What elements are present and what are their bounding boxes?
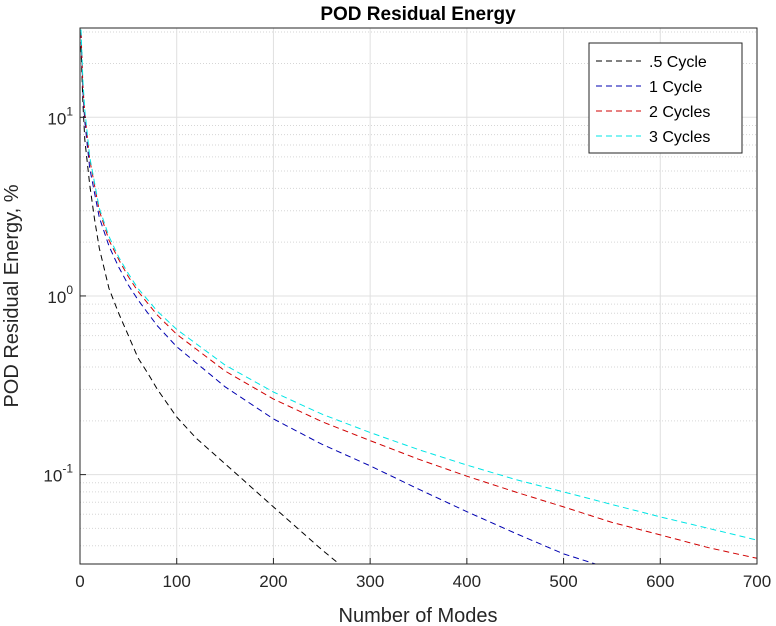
x-tick-label: 700 — [743, 572, 771, 591]
x-tick-label: 600 — [646, 572, 674, 591]
legend-label-1: .5 Cycle — [649, 54, 707, 71]
x-axis-ticks: 0 100 200 300 400 500 600 700 — [75, 558, 771, 591]
chart-title: POD Residual Energy — [320, 4, 516, 25]
x-tick-label: 400 — [453, 572, 481, 591]
y-tick-label: 101 — [47, 104, 73, 128]
x-tick-label: 200 — [259, 572, 287, 591]
legend-label-3: 2 Cycles — [649, 104, 710, 121]
x-tick-label: 300 — [356, 572, 384, 591]
y-tick-label: 10-1 — [43, 462, 73, 486]
y-axis-label: POD Residual Energy, % — [1, 184, 23, 407]
legend-label-2: 1 Cycle — [649, 79, 702, 96]
y-tick-label: 100 — [47, 283, 73, 307]
y-axis-ticks: 10-1 100 101 — [43, 104, 86, 486]
x-tick-label: 500 — [549, 572, 577, 591]
legend: .5 Cycle 1 Cycle 2 Cycles 3 Cycles — [588, 42, 743, 154]
legend-label-4: 3 Cycles — [649, 129, 710, 146]
series-lines — [80, 29, 758, 565]
series-line-4 — [80, 29, 758, 541]
x-tick-label: 100 — [163, 572, 191, 591]
x-tick-label: 0 — [75, 572, 84, 591]
series-line-2 — [80, 31, 596, 565]
series-line-1 — [80, 46, 340, 565]
legend-box — [588, 42, 743, 154]
x-axis-label: Number of Modes — [339, 605, 498, 626]
